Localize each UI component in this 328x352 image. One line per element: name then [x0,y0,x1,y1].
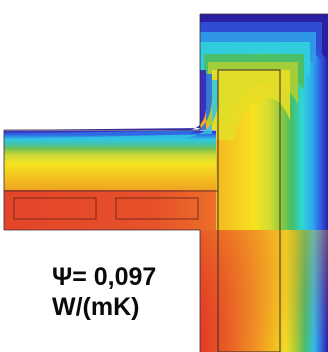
insulation-element-right [115,197,199,220]
lower-warm-shade [200,230,328,352]
corner-isotherm-1 [4,70,207,130]
corner-isotherm-2 [4,74,212,134]
psi-unit: W/(mK) [52,293,140,321]
slab [4,130,216,192]
psi-value: Ψ= 0,097 [52,263,157,291]
insulation-element-left [13,197,97,220]
psi-value-label: Ψ= 0,097 W/(mK) [52,262,212,322]
wall-core-outline [217,69,281,352]
wall-top-isotherm-7 [212,70,290,140]
slab-underside-band [4,190,216,230]
